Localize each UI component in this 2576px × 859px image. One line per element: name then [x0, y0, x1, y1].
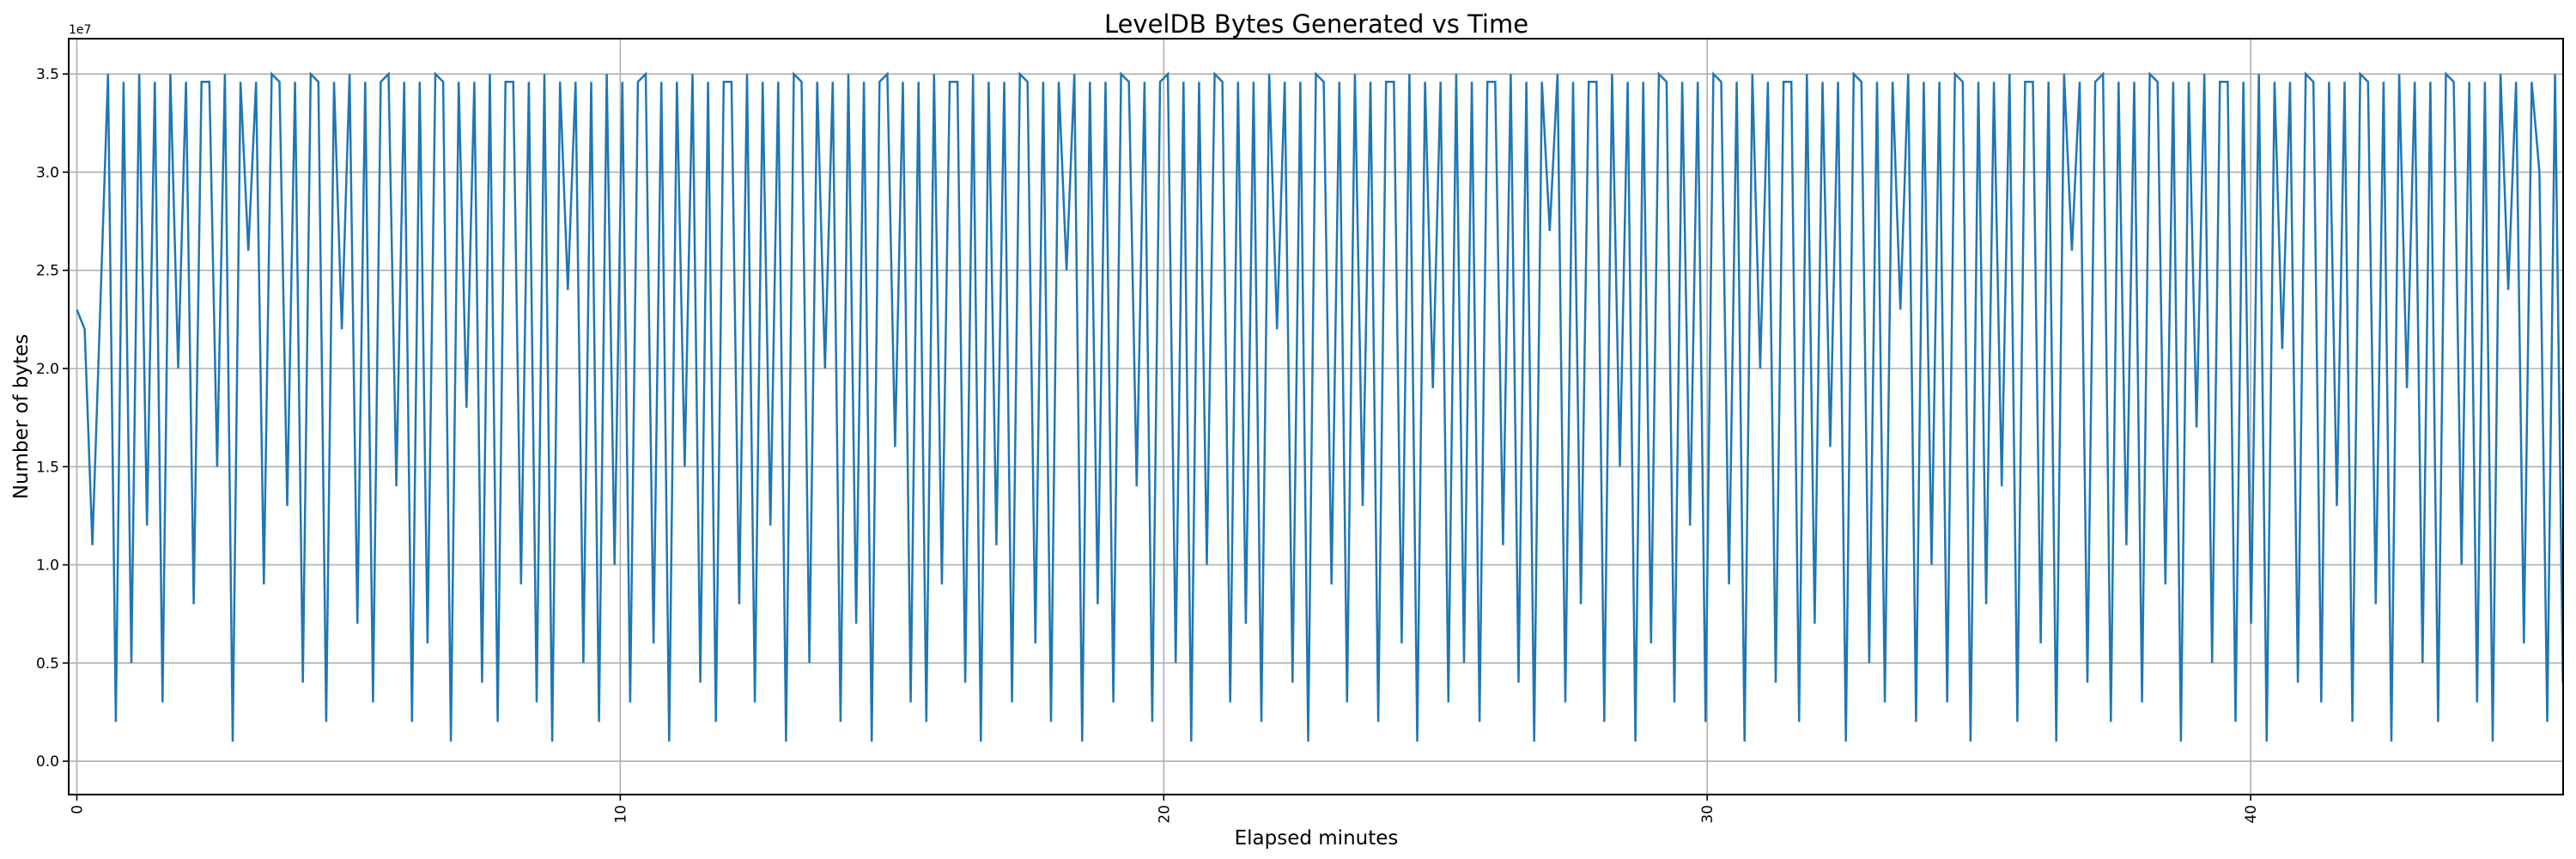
x-tick-label: 30 [1699, 805, 1716, 824]
y-tick-label: 2.5 [36, 263, 59, 280]
chart-title: LevelDB Bytes Generated vs Time [1104, 9, 1528, 39]
y-tick-label: 2.0 [36, 361, 59, 378]
y-tick-label: 3.5 [36, 66, 59, 83]
y-tick-label: 0.0 [36, 753, 59, 771]
y-axis-label: Number of bytes [10, 334, 33, 500]
x-tick-label: 20 [1156, 805, 1173, 824]
x-tick-label: 10 [612, 805, 629, 824]
y-tick-label: 3.0 [36, 164, 59, 181]
series-line-bytes [76, 71, 2564, 742]
y-tick-label: 0.5 [36, 655, 59, 673]
x-tick-label: 40 [2243, 805, 2260, 824]
y-tick-label: 1.5 [36, 459, 59, 476]
series-layer [76, 71, 2564, 742]
plot-frame [68, 38, 2564, 795]
x-axis-label: Elapsed minutes [1235, 827, 1399, 850]
x-tick-label: 0 [69, 805, 86, 814]
y-offset-label: 1e7 [69, 23, 91, 37]
y-tick-label: 1.0 [36, 557, 59, 575]
ticks: 0 10 20 30 40 0.0 0.5 1.0 1.5 2.0 2.5 3.0 3.5 [36, 66, 2260, 823]
